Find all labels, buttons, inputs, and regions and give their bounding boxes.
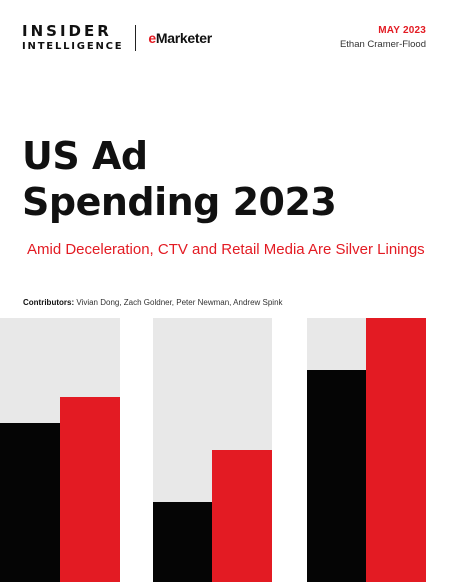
logo-divider [135,25,137,51]
report-date: MAY 2023 [378,25,426,36]
emarketer-logo-e: e [148,30,156,46]
report-meta: MAY 2023 Ethan Cramer-Flood [340,25,426,50]
contributors-label: Contributors: [23,298,75,307]
logo-line-2: INTELLIGENCE [22,41,124,52]
brand-logos: INSIDER INTELLIGENCE eMarketer [22,24,212,52]
contributors: Contributors: Vivian Dong, Zach Goldner,… [23,298,283,307]
title-line-1: US Ad [22,134,148,178]
bar-group-1-red [60,397,120,582]
contributors-names: Vivian Dong, Zach Goldner, Peter Newman,… [76,298,283,307]
report-subtitle: Amid Deceleration, CTV and Retail Media … [27,241,425,258]
bar-group-3-red [366,318,426,582]
logo-line-1: INSIDER [22,22,112,40]
report-author: Ethan Cramer-Flood [339,39,426,50]
bar-group-3-black [307,370,366,582]
insider-intelligence-logo: INSIDER INTELLIGENCE [22,24,123,52]
bar-group-1-black [0,423,60,582]
emarketer-logo: eMarketer [148,30,212,46]
report-title: US Ad Spending 2023 [22,133,402,225]
emarketer-logo-rest: Marketer [155,30,212,46]
title-line-2: Spending 2023 [22,180,337,224]
bar-group-2-red [212,450,272,582]
bar-group-2-black [153,502,212,582]
